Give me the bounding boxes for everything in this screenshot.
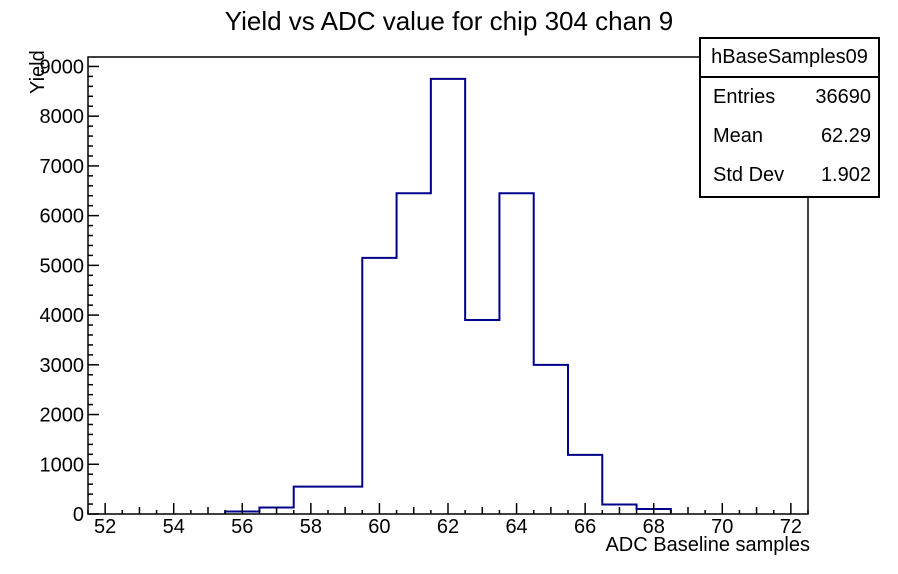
x-tick-label: 56 [231, 516, 253, 538]
y-tick-label: 0 [73, 504, 84, 526]
x-tick-label: 52 [94, 516, 116, 538]
stats-box: hBaseSamples09 Entries 36690 Mean 62.29 … [699, 37, 880, 198]
stats-title: hBaseSamples09 [701, 39, 878, 78]
x-tick-label: 60 [368, 516, 390, 538]
plot-title: Yield vs ADC value for chip 304 chan 9 [224, 6, 674, 36]
stats-row-stddev: Std Dev 1.902 [701, 156, 878, 195]
x-axis-title: ADC Baseline samples [605, 534, 810, 556]
x-tick-label: 62 [437, 516, 459, 538]
y-tick-label: 5000 [40, 255, 85, 277]
y-tick-label: 3000 [40, 355, 85, 377]
stats-mean-value: 62.29 [820, 125, 871, 147]
x-tick-label: 70 [711, 516, 733, 538]
y-axis-title: Yield [27, 50, 49, 94]
x-tick-label: 54 [163, 516, 185, 538]
stats-entries-value: 36690 [815, 86, 871, 108]
y-tick-label: 8000 [40, 106, 85, 128]
y-tick-label: 2000 [40, 405, 85, 427]
stats-row-mean: Mean 62.29 [701, 117, 878, 156]
y-tick-label: 9000 [40, 56, 85, 78]
stats-stddev-label: Std Dev [713, 164, 785, 186]
y-tick-label: 7000 [40, 156, 85, 178]
x-tick-label: 68 [643, 516, 665, 538]
x-tick-label: 64 [505, 516, 527, 538]
y-tick-label: 4000 [40, 305, 85, 327]
stats-stddev-value: 1.902 [820, 164, 871, 186]
x-tick-label: 66 [574, 516, 596, 538]
y-tick-label: 6000 [40, 206, 85, 228]
x-tick-label: 58 [300, 516, 322, 538]
x-tick-label: 72 [780, 516, 802, 538]
stats-entries-label: Entries [713, 86, 776, 108]
stats-mean-label: Mean [713, 125, 764, 147]
histogram-line [224, 77, 672, 514]
stats-row-entries: Entries 36690 [701, 78, 878, 117]
y-tick-label: 1000 [40, 454, 85, 476]
